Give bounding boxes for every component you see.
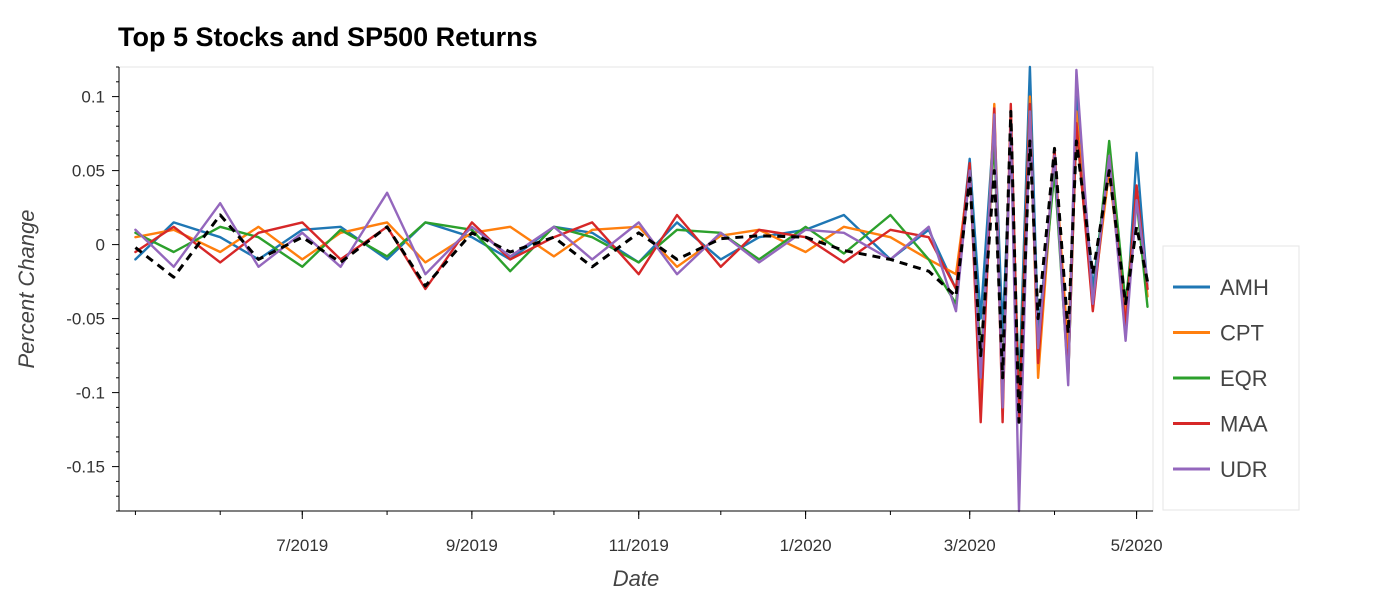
x-ticks: 7/2019 9/2019 11/2019 1/2020 3/2020 5/2020 bbox=[134, 511, 1163, 555]
x-tick-label: 9/2019 bbox=[446, 536, 498, 555]
x-tick-label: 7/2019 bbox=[276, 536, 328, 555]
series-layer bbox=[134, 65, 1149, 513]
legend-label-cpt: CPT bbox=[1220, 321, 1264, 346]
legend-label-udr: UDR bbox=[1220, 457, 1268, 482]
y-axis-label: Percent Change bbox=[14, 210, 39, 369]
legend-items: AMH CPT EQR MAA UDR bbox=[1173, 275, 1269, 482]
x-tick-label: 1/2020 bbox=[780, 536, 832, 555]
y-tick-label: 0.05 bbox=[72, 162, 105, 181]
y-tick-label: 0 bbox=[96, 236, 105, 255]
chart-title: Top 5 Stocks and SP500 Returns bbox=[118, 22, 538, 52]
legend-label-amh: AMH bbox=[1220, 275, 1269, 300]
y-tick-label: -0.15 bbox=[66, 458, 105, 477]
y-tick-label: -0.05 bbox=[66, 310, 105, 329]
x-axis-label: Date bbox=[613, 566, 659, 591]
legend-label-maa: MAA bbox=[1220, 412, 1268, 437]
series-line-sp500 bbox=[134, 109, 1149, 424]
x-tick-label: 11/2019 bbox=[609, 536, 669, 555]
legend-label-eqr: EQR bbox=[1220, 366, 1268, 391]
x-tick-label: 5/2020 bbox=[1111, 536, 1163, 555]
y-ticks: 0.1 0.05 0 -0.05 -0.1 -0.15 bbox=[66, 66, 119, 512]
y-tick-label: 0.1 bbox=[81, 88, 105, 107]
y-tick-label: -0.1 bbox=[76, 384, 105, 403]
series-line-udr bbox=[134, 68, 1149, 513]
x-tick-label: 3/2020 bbox=[944, 536, 996, 555]
